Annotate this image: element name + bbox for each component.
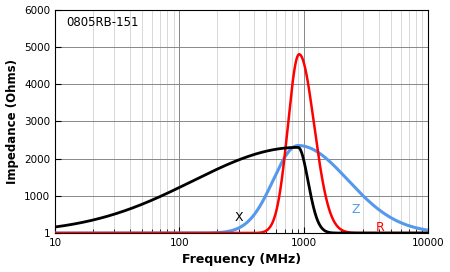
Text: Z: Z xyxy=(351,203,360,216)
Text: X: X xyxy=(235,211,243,224)
Text: 0805RB-151: 0805RB-151 xyxy=(66,16,139,29)
Text: R: R xyxy=(376,221,385,234)
X-axis label: Frequency (MHz): Frequency (MHz) xyxy=(182,254,301,267)
Y-axis label: Impedance (Ohms): Impedance (Ohms) xyxy=(5,59,18,184)
